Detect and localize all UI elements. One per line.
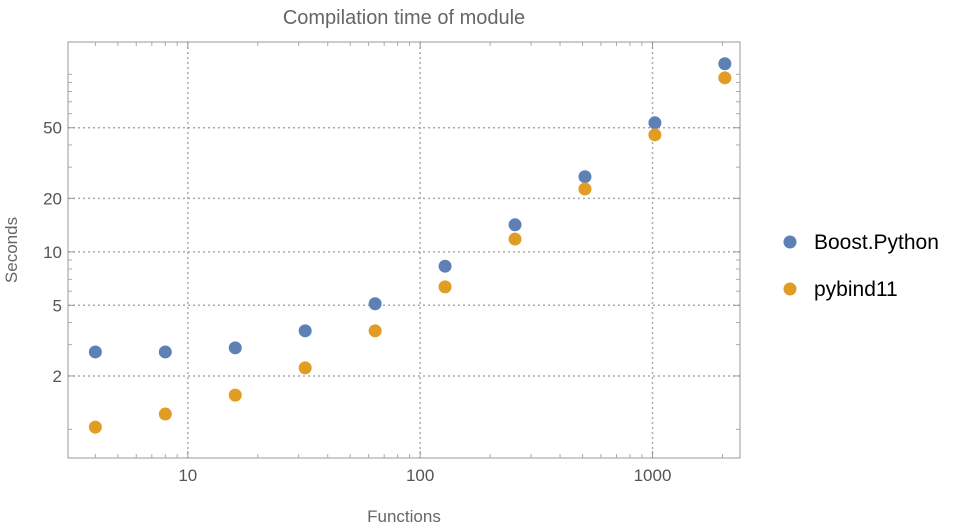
point-boost-python (298, 324, 312, 338)
point-boost-python (648, 116, 662, 130)
x-tick-label: 100 (406, 466, 434, 485)
point-boost-python (508, 218, 522, 232)
point-pybind11 (718, 71, 732, 85)
y-tick-label: 5 (53, 296, 62, 315)
legend-label: pybind11 (814, 278, 898, 301)
point-boost-python (578, 170, 592, 184)
point-pybind11 (508, 232, 522, 246)
legend-marker (783, 282, 797, 296)
y-tick-label: 50 (43, 119, 62, 138)
point-boost-python (158, 345, 172, 359)
y-tick-label: 2 (53, 367, 62, 386)
y-axis-label: Seconds (2, 217, 21, 283)
point-pybind11 (438, 280, 452, 294)
ticks: 10 100 1000 2 5 10 20 50 (43, 42, 740, 485)
points (88, 57, 732, 434)
point-boost-python (368, 297, 382, 311)
point-pybind11 (88, 420, 102, 434)
point-pybind11 (298, 361, 312, 375)
y-tick-label: 10 (43, 243, 62, 262)
x-axis-label: Functions (367, 507, 441, 525)
chart-title: Compilation time of module (283, 7, 525, 29)
point-boost-python (228, 341, 242, 355)
point-pybind11 (648, 128, 662, 142)
legend-marker (783, 235, 797, 249)
point-pybind11 (368, 324, 382, 338)
plot-frame (67, 41, 741, 459)
point-pybind11 (228, 388, 242, 402)
point-pybind11 (578, 182, 592, 196)
grid (68, 42, 740, 458)
x-tick-label: 10 (178, 466, 197, 485)
x-tick-label: 1000 (634, 466, 672, 485)
y-tick-label: 20 (43, 189, 62, 208)
point-boost-python (438, 259, 452, 273)
legend: Boost.Python pybind11 (783, 231, 939, 301)
point-boost-python (88, 345, 102, 359)
point-boost-python (718, 57, 732, 71)
point-pybind11 (158, 407, 172, 421)
legend-label: Boost.Python (814, 231, 939, 254)
